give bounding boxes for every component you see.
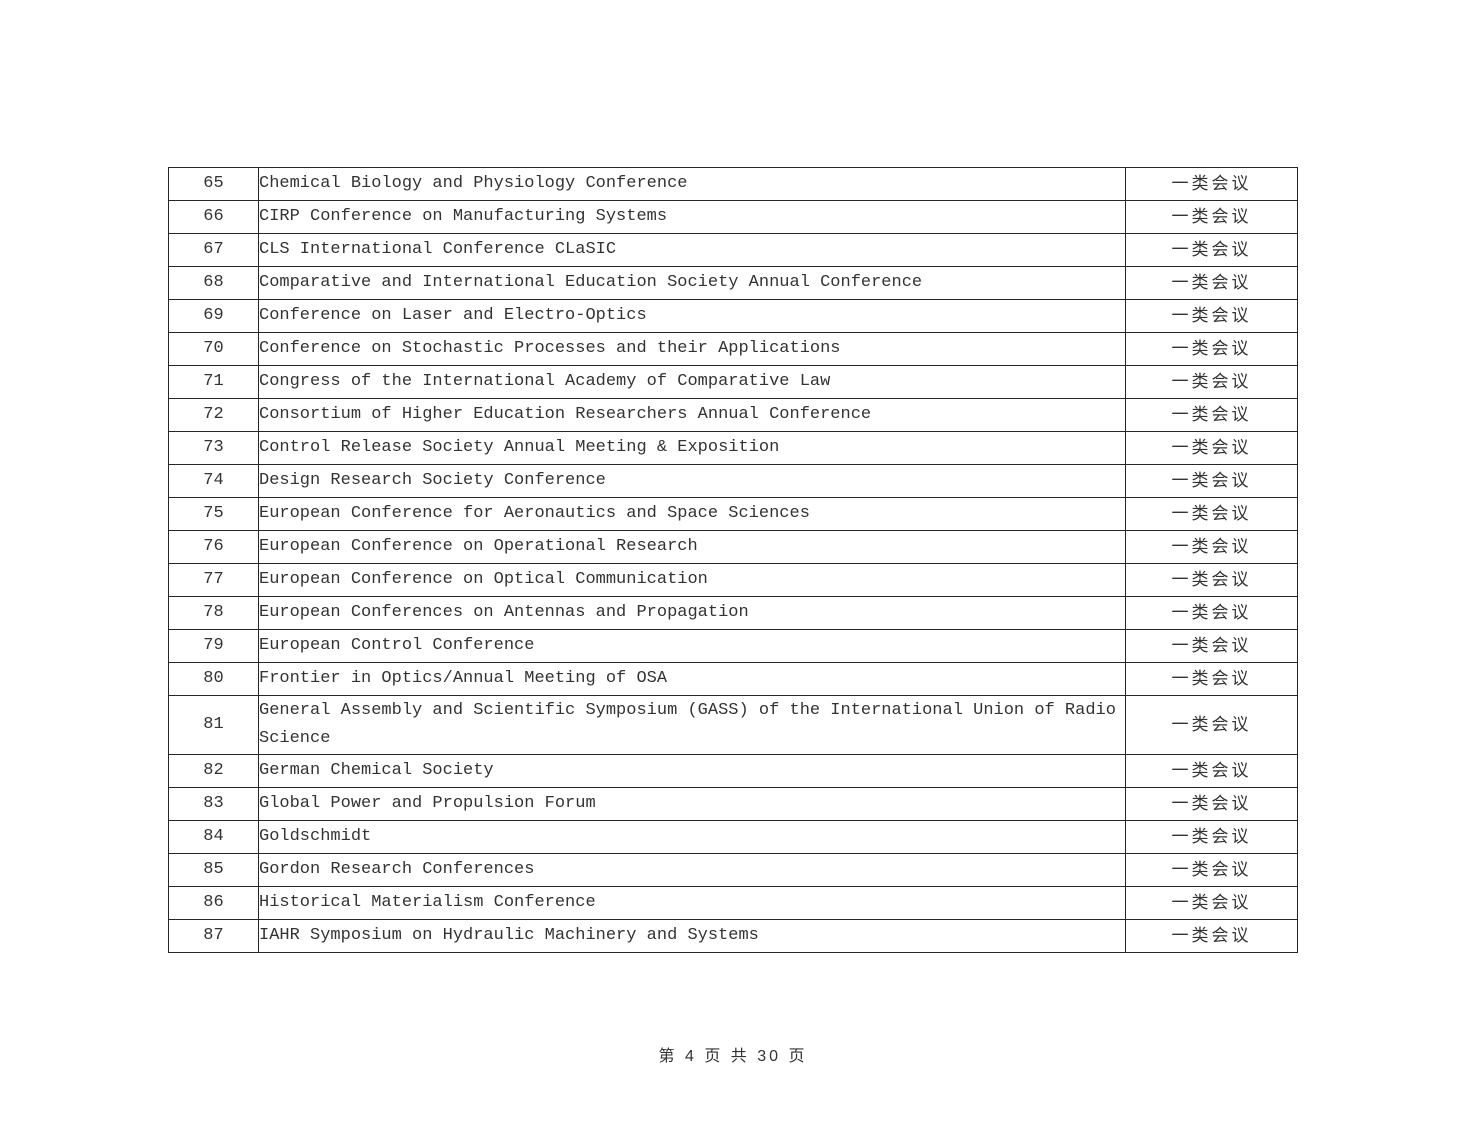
table-row: 73 Control Release Society Annual Meeting… <box>168 431 1298 465</box>
table-row: 78 European Conferences on Antennas and P… <box>168 596 1298 630</box>
row-number-cell: 80 <box>168 662 259 696</box>
conference-name-cell: Consortium of Higher Education Researche… <box>258 398 1126 432</box>
category-cell: 一类会议 <box>1125 464 1298 498</box>
row-number-cell: 68 <box>168 266 259 300</box>
conference-name-cell: European Conference for Aeronautics and … <box>258 497 1126 531</box>
row-number-cell: 81 <box>168 695 259 755</box>
category-cell: 一类会议 <box>1125 332 1298 366</box>
row-number-cell: 65 <box>168 167 259 201</box>
row-number-cell: 83 <box>168 787 259 821</box>
conference-table-body: 65 Chemical Biology and Physiology Confer… <box>168 167 1298 953</box>
table-row: 67 CLS International Conference CLaSIC 一类会… <box>168 233 1298 267</box>
conference-name-cell: Congress of the International Academy of… <box>258 365 1126 399</box>
category-cell: 一类会议 <box>1125 853 1298 887</box>
table-row: 71 Congress of the International Academy … <box>168 365 1298 399</box>
row-number-cell: 87 <box>168 919 259 953</box>
category-cell: 一类会议 <box>1125 820 1298 854</box>
category-cell: 一类会议 <box>1125 596 1298 630</box>
category-cell: 一类会议 <box>1125 886 1298 920</box>
category-cell: 一类会议 <box>1125 299 1298 333</box>
row-number-cell: 67 <box>168 233 259 267</box>
table-row: 65 Chemical Biology and Physiology Confer… <box>168 167 1298 201</box>
table-row: 83 Global Power and Propulsion Forum 一类会议 <box>168 787 1298 821</box>
category-cell: 一类会议 <box>1125 497 1298 531</box>
row-number-cell: 66 <box>168 200 259 234</box>
row-number-cell: 71 <box>168 365 259 399</box>
conference-name-cell: European Conference on Optical Communica… <box>258 563 1126 597</box>
conference-name-cell: Gordon Research Conferences <box>258 853 1126 887</box>
table-row: 70 Conference on Stochastic Processes and… <box>168 332 1298 366</box>
category-cell: 一类会议 <box>1125 530 1298 564</box>
category-cell: 一类会议 <box>1125 167 1298 201</box>
row-number-cell: 76 <box>168 530 259 564</box>
row-number-cell: 75 <box>168 497 259 531</box>
table-row: 86 Historical Materialism Conference 一类会议 <box>168 886 1298 920</box>
table-row: 79 European Control Conference 一类会议 <box>168 629 1298 663</box>
category-cell: 一类会议 <box>1125 695 1298 755</box>
table-row: 81 General Assembly and Scientific Sympos… <box>168 695 1298 755</box>
table-row: 80 Frontier in Optics/Annual Meeting of O… <box>168 662 1298 696</box>
conference-name-cell: Chemical Biology and Physiology Conferen… <box>258 167 1126 201</box>
conference-name-cell: Conference on Stochastic Processes and t… <box>258 332 1126 366</box>
row-number-cell: 72 <box>168 398 259 432</box>
table-row: 85 Gordon Research Conferences 一类会议 <box>168 853 1298 887</box>
conference-name-cell: CLS International Conference CLaSIC <box>258 233 1126 267</box>
conference-name-cell: Frontier in Optics/Annual Meeting of OSA <box>258 662 1126 696</box>
conference-name-cell: IAHR Symposium on Hydraulic Machinery an… <box>258 919 1126 953</box>
row-number-cell: 86 <box>168 886 259 920</box>
table-row: 75 European Conference for Aeronautics an… <box>168 497 1298 531</box>
conference-name-cell: German Chemical Society <box>258 754 1126 788</box>
row-number-cell: 82 <box>168 754 259 788</box>
table-row: 82 German Chemical Society 一类会议 <box>168 754 1298 788</box>
category-cell: 一类会议 <box>1125 662 1298 696</box>
row-number-cell: 70 <box>168 332 259 366</box>
category-cell: 一类会议 <box>1125 629 1298 663</box>
row-number-cell: 74 <box>168 464 259 498</box>
row-number-cell: 69 <box>168 299 259 333</box>
category-cell: 一类会议 <box>1125 233 1298 267</box>
row-number-cell: 79 <box>168 629 259 663</box>
table-row: 77 European Conference on Optical Communi… <box>168 563 1298 597</box>
table-row: 87 IAHR Symposium on Hydraulic Machinery … <box>168 919 1298 953</box>
conference-name-cell: Goldschmidt <box>258 820 1126 854</box>
category-cell: 一类会议 <box>1125 266 1298 300</box>
conference-name-cell: European Control Conference <box>258 629 1126 663</box>
conference-name-cell: Conference on Laser and Electro-Optics <box>258 299 1126 333</box>
table-row: 72 Consortium of Higher Education Researc… <box>168 398 1298 432</box>
conference-name-cell: Design Research Society Conference <box>258 464 1126 498</box>
conference-name-cell: General Assembly and Scientific Symposiu… <box>258 695 1126 755</box>
table-row: 69 Conference on Laser and Electro-Optics… <box>168 299 1298 333</box>
table-row: 74 Design Research Society Conference 一类会议 <box>168 464 1298 498</box>
conference-name-cell: Control Release Society Annual Meeting &… <box>258 431 1126 465</box>
row-number-cell: 73 <box>168 431 259 465</box>
row-number-cell: 84 <box>168 820 259 854</box>
conference-name-cell: Comparative and International Education … <box>258 266 1126 300</box>
table-row: 66 CIRP Conference on Manufacturing Syste… <box>168 200 1298 234</box>
conference-name-cell: Global Power and Propulsion Forum <box>258 787 1126 821</box>
conference-name-cell: CIRP Conference on Manufacturing Systems <box>258 200 1126 234</box>
category-cell: 一类会议 <box>1125 787 1298 821</box>
row-number-cell: 85 <box>168 853 259 887</box>
conference-name-cell: European Conferences on Antennas and Pro… <box>258 596 1126 630</box>
category-cell: 一类会议 <box>1125 398 1298 432</box>
table-row: 76 European Conference on Operational Res… <box>168 530 1298 564</box>
page-number-footer: 第 4 页 共 30 页 <box>658 1048 808 1065</box>
conference-name-cell: European Conference on Operational Resea… <box>258 530 1126 564</box>
category-cell: 一类会议 <box>1125 365 1298 399</box>
table-row: 68 Comparative and International Educatio… <box>168 266 1298 300</box>
table-row: 84 Goldschmidt 一类会议 <box>168 820 1298 854</box>
category-cell: 一类会议 <box>1125 919 1298 953</box>
category-cell: 一类会议 <box>1125 754 1298 788</box>
category-cell: 一类会议 <box>1125 431 1298 465</box>
category-cell: 一类会议 <box>1125 563 1298 597</box>
category-cell: 一类会议 <box>1125 200 1298 234</box>
conference-name-cell: Historical Materialism Conference <box>258 886 1126 920</box>
row-number-cell: 77 <box>168 563 259 597</box>
row-number-cell: 78 <box>168 596 259 630</box>
conference-table: 65 Chemical Biology and Physiology Confer… <box>168 167 1298 953</box>
